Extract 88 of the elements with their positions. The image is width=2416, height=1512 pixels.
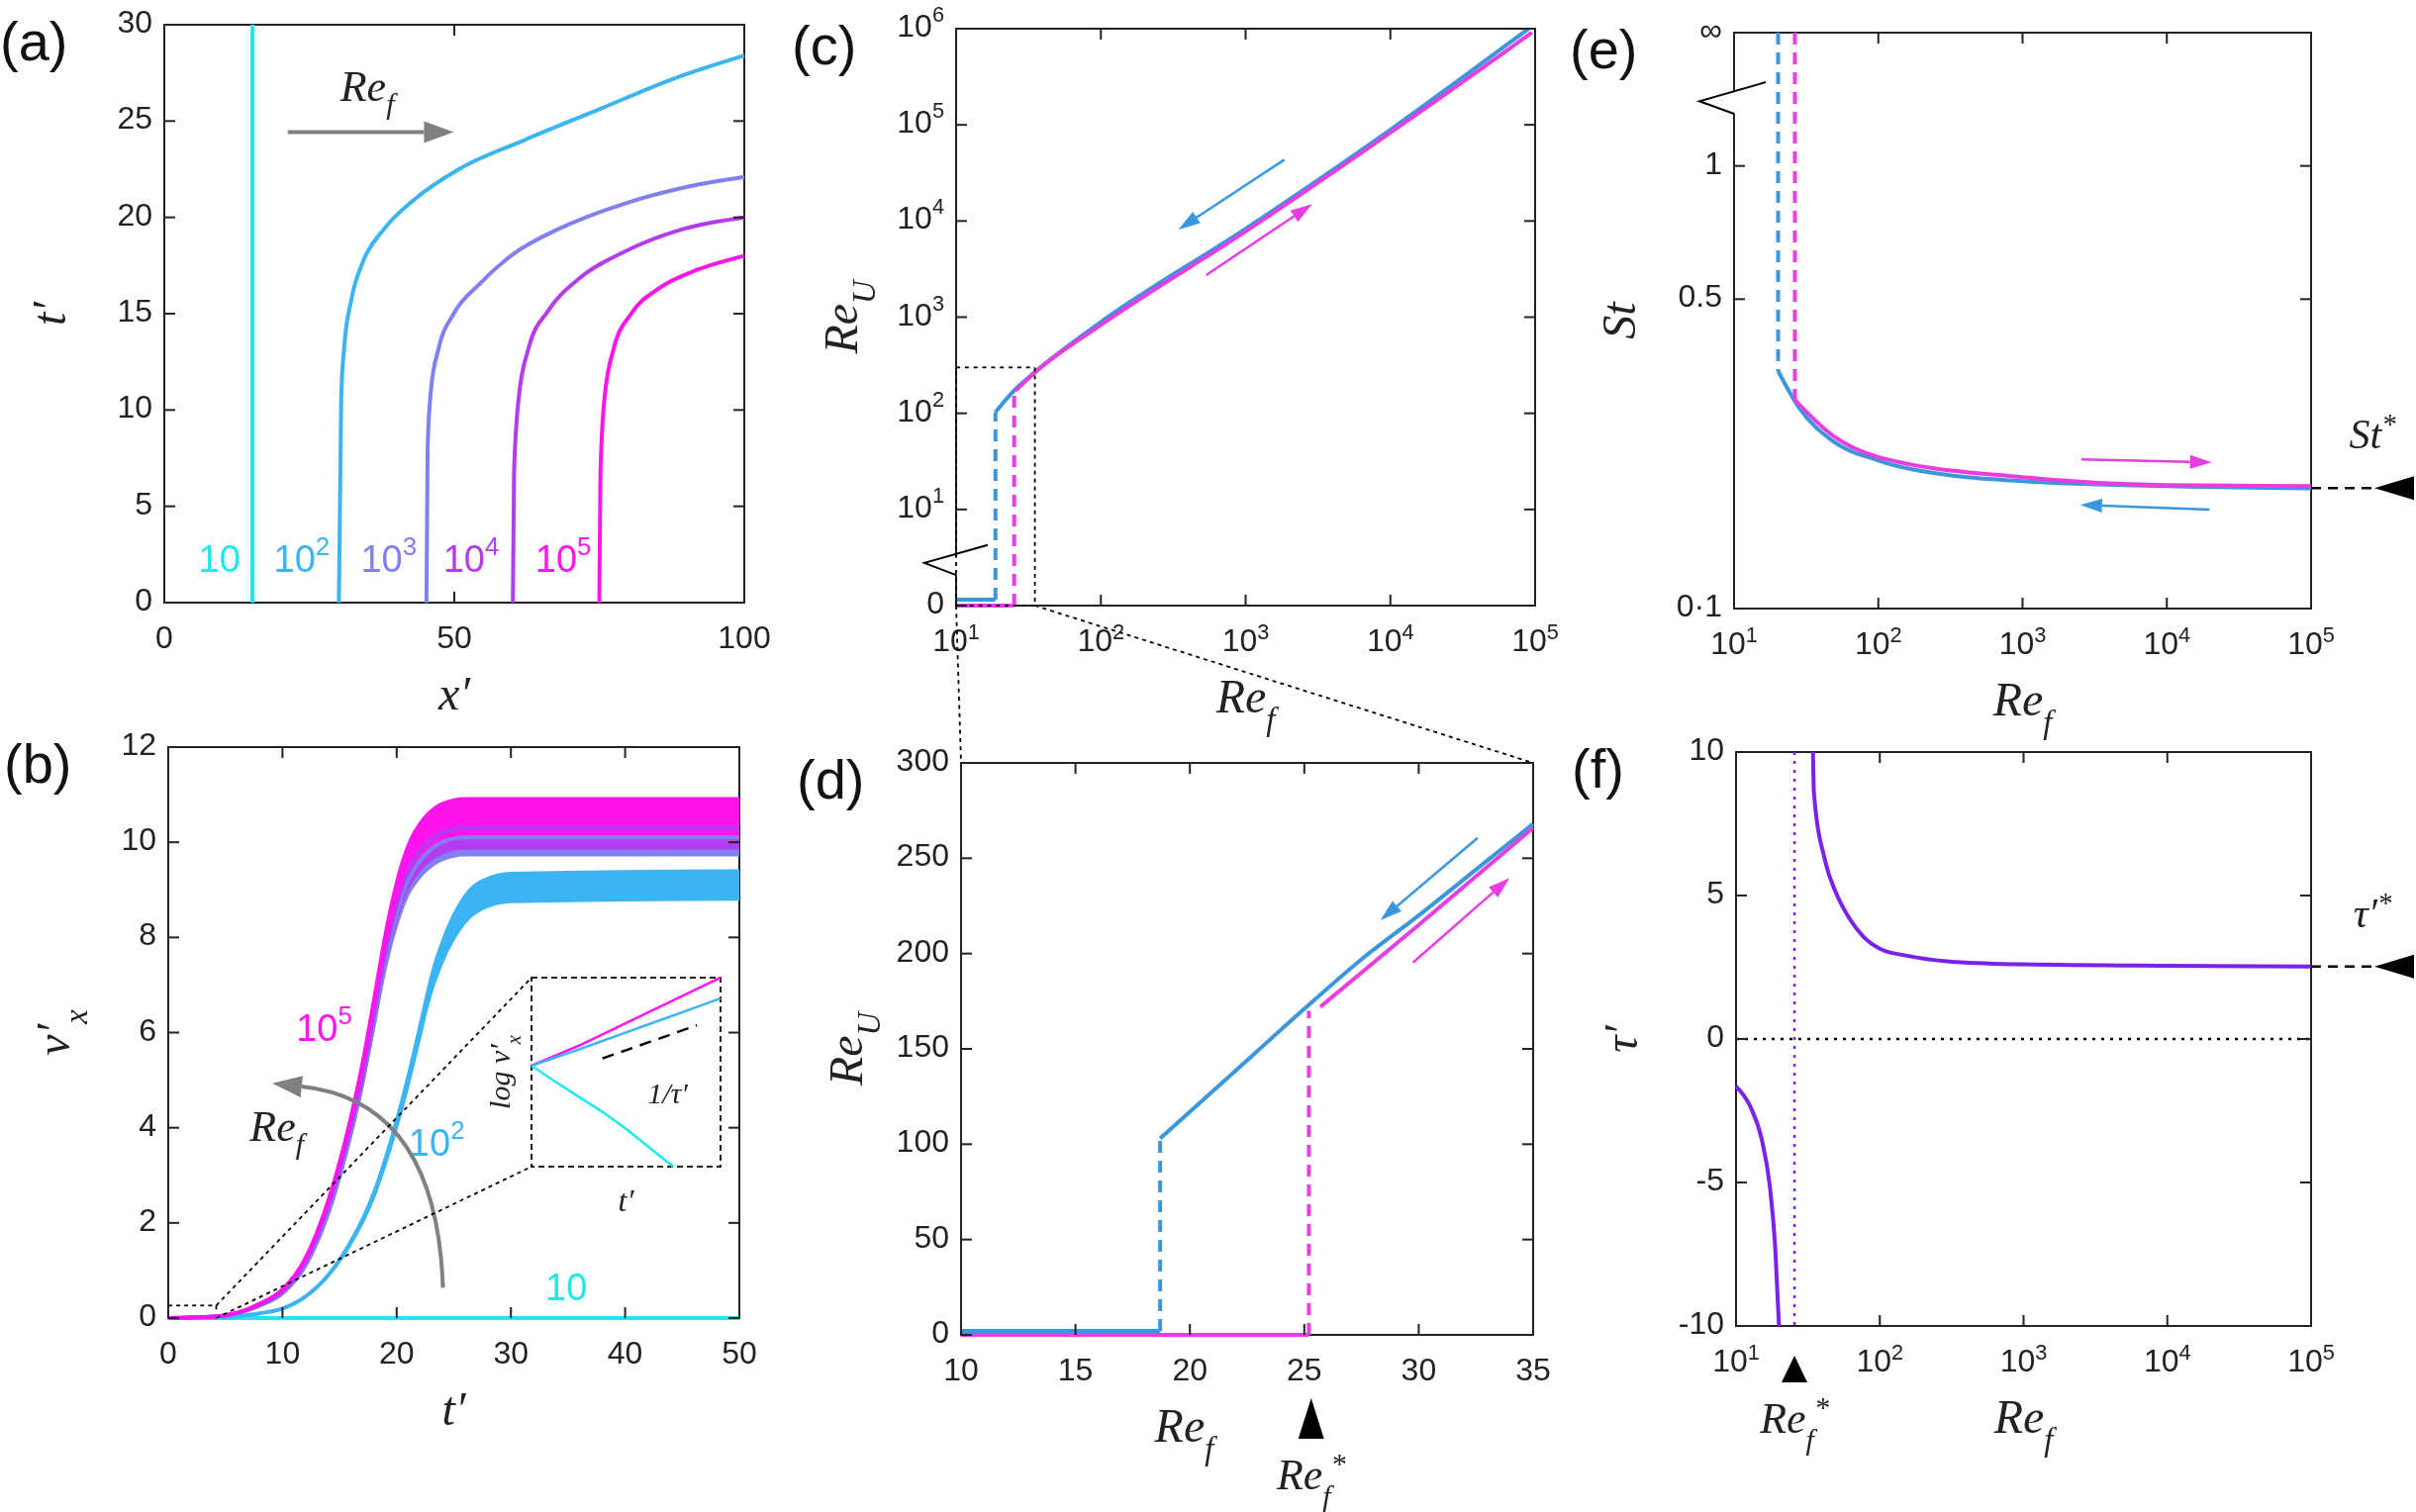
annotation: Re$_{f}$ xyxy=(338,62,399,121)
x-tick-label: 40 xyxy=(607,1335,643,1370)
y-tick-label: -10 xyxy=(1678,1305,1724,1342)
chart-title: (f) xyxy=(1572,737,1624,800)
x-tick-label: 10$^{4}$ xyxy=(2143,1339,2191,1378)
y-tick-label: 0 xyxy=(135,582,152,618)
chart-title: (b) xyxy=(4,732,72,795)
y-tick-label: 10$^{2}$ xyxy=(897,386,944,429)
text: τ′$^{*}$ xyxy=(2353,887,2392,936)
x-tick-label: 20 xyxy=(1172,1352,1208,1387)
x-tick-label: 10$^{4}$ xyxy=(2143,621,2191,661)
y-tick-label: 50 xyxy=(914,1219,949,1256)
x-axis-title: Re$_{f}$ xyxy=(1214,670,1280,737)
y-tick-label: 10$^{5}$ xyxy=(897,98,944,141)
chart-title: (e) xyxy=(1570,18,1638,80)
x-tick-label: 10$^{5}$ xyxy=(2287,1339,2335,1378)
x-axis-title: Re$_{f}$ xyxy=(1153,1399,1218,1466)
x-axis-title: x′ xyxy=(437,667,472,719)
y-tick-label: 0 xyxy=(1706,1018,1724,1055)
y-tick-label: 10$^{3}$ xyxy=(897,290,944,332)
x-tick-label: 30 xyxy=(493,1335,529,1370)
y-tick-label: 4 xyxy=(139,1107,156,1144)
series-label: 10$^{2}$ xyxy=(408,1115,465,1164)
y-tick-label: 200 xyxy=(896,933,949,970)
y-axis-title: St xyxy=(1593,300,1645,339)
series-label: 10$^{4}$ xyxy=(442,531,500,581)
y-tick-label: 2 xyxy=(139,1202,156,1239)
y-tick-label: 1 xyxy=(1704,145,1722,182)
y-tick-label: 8 xyxy=(139,916,156,953)
y-tick-label: 5 xyxy=(135,486,152,522)
y-tick-label: 10 xyxy=(121,821,156,858)
chart-title: (d) xyxy=(797,748,865,810)
y-tick-label: 20 xyxy=(117,197,152,234)
y-axis-title: t′ xyxy=(23,300,75,326)
chart-title: (a) xyxy=(0,10,68,72)
chart-title: (c) xyxy=(792,14,857,76)
x-tick-label: 50 xyxy=(722,1335,757,1370)
text: St$^{*}$ xyxy=(2349,408,2397,458)
series-label: 10$^{5}$ xyxy=(534,531,592,581)
y-tick-label: 25 xyxy=(117,100,152,137)
y-tick-label: 10 xyxy=(117,389,152,425)
y-tick-label: 12 xyxy=(121,726,156,763)
y-tick-label: 0 xyxy=(926,585,944,621)
x-tick-label: 50 xyxy=(436,619,472,655)
y-tick-label: 15 xyxy=(117,293,152,330)
y-tick-label: 5 xyxy=(1706,875,1724,911)
x-tick-label: 10$^{2}$ xyxy=(1854,621,1902,661)
y-tick-label: 10 xyxy=(1689,731,1724,768)
y-tick-label: 30 xyxy=(117,4,152,41)
y-tick-label: 10$^{4}$ xyxy=(897,194,944,236)
y-tick-label: 150 xyxy=(896,1028,949,1065)
x-tick-label: 10$^{3}$ xyxy=(1998,621,2047,661)
y-tick-label: 0.5 xyxy=(1678,278,1722,315)
y-tick-label: ∞ xyxy=(1699,12,1722,48)
x-tick-label: 10$^{5}$ xyxy=(2287,621,2335,661)
y-tick-label: 100 xyxy=(896,1123,949,1160)
y-tick-label: 300 xyxy=(896,742,949,779)
x-axis-title: t′ xyxy=(618,1182,635,1218)
x-tick-label: 15 xyxy=(1057,1352,1094,1387)
series-label: 10$^{3}$ xyxy=(360,531,418,581)
x-tick-label: 10$^{3}$ xyxy=(1221,618,1270,658)
series-label: 10$^{5}$ xyxy=(296,1000,352,1049)
series-label: 10 xyxy=(198,538,241,581)
x-tick-label: 10$^{4}$ xyxy=(1366,618,1414,658)
x-tick-label: 10$^{3}$ xyxy=(1999,1339,2048,1378)
series-label: 10 xyxy=(545,1266,588,1308)
y-tick-label: 10$^{1}$ xyxy=(897,483,944,525)
x-axis-title: Re$_{f}$ xyxy=(1991,673,2057,740)
x-tick-label: 100 xyxy=(718,619,771,655)
y-tick-label: 0 xyxy=(139,1297,156,1334)
x-axis-title: t′ xyxy=(441,1382,467,1435)
x-tick-label: 30 xyxy=(1401,1352,1437,1387)
x-tick-label: 10$^{5}$ xyxy=(1511,618,1559,658)
y-axis-title: τ′ xyxy=(1595,1023,1647,1053)
y-tick-label: 6 xyxy=(139,1011,156,1048)
annotation: Re$_{f}$ xyxy=(248,1101,308,1161)
x-tick-label: 25 xyxy=(1287,1352,1322,1387)
x-tick-label: 10$^{2}$ xyxy=(1856,1339,1904,1378)
series-label: 10$^{2}$ xyxy=(273,531,331,581)
annotation: 1/τ′ xyxy=(647,1077,689,1110)
y-tick-label: 250 xyxy=(896,837,949,874)
x-tick-label: 20 xyxy=(379,1335,415,1370)
y-tick-label: 10$^{6}$ xyxy=(897,2,944,45)
x-tick-label: 35 xyxy=(1515,1352,1551,1387)
x-tick-label: 10 xyxy=(264,1335,301,1370)
x-axis-title: Re$_{f}$ xyxy=(1992,1390,2058,1458)
y-tick-label: 0·1 xyxy=(1676,588,1722,624)
y-tick-label: -5 xyxy=(1695,1162,1724,1198)
